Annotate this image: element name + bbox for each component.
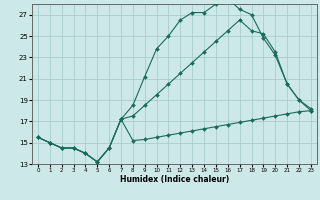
- X-axis label: Humidex (Indice chaleur): Humidex (Indice chaleur): [120, 175, 229, 184]
